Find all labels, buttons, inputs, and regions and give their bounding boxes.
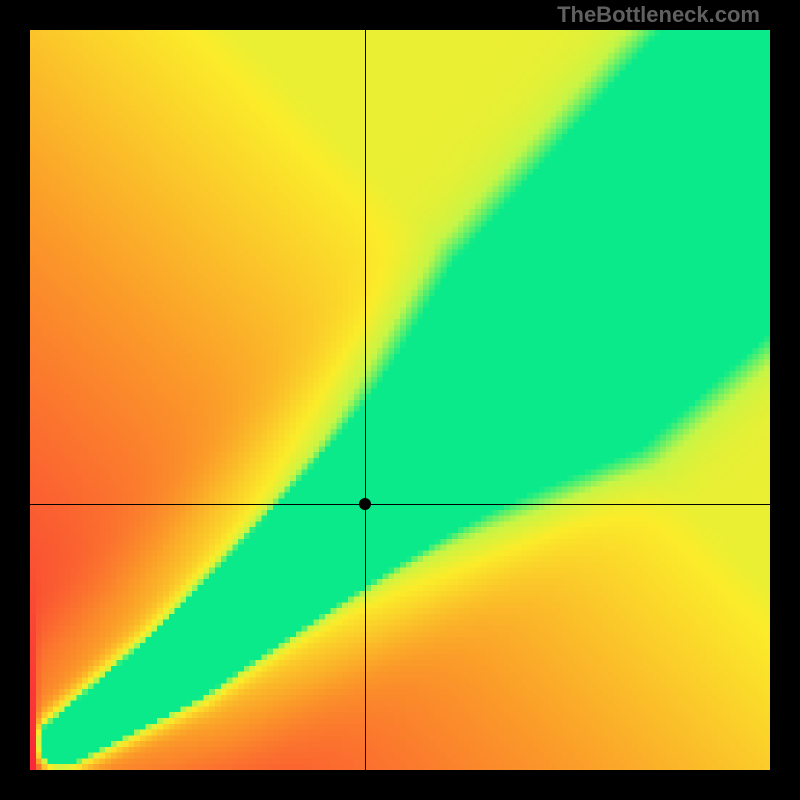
watermark-text: TheBottleneck.com — [557, 2, 760, 28]
crosshair-vertical — [365, 30, 366, 770]
crosshair-marker — [359, 498, 371, 510]
heatmap-plot — [30, 30, 770, 770]
heatmap-canvas — [30, 30, 770, 770]
crosshair-horizontal — [30, 504, 770, 505]
